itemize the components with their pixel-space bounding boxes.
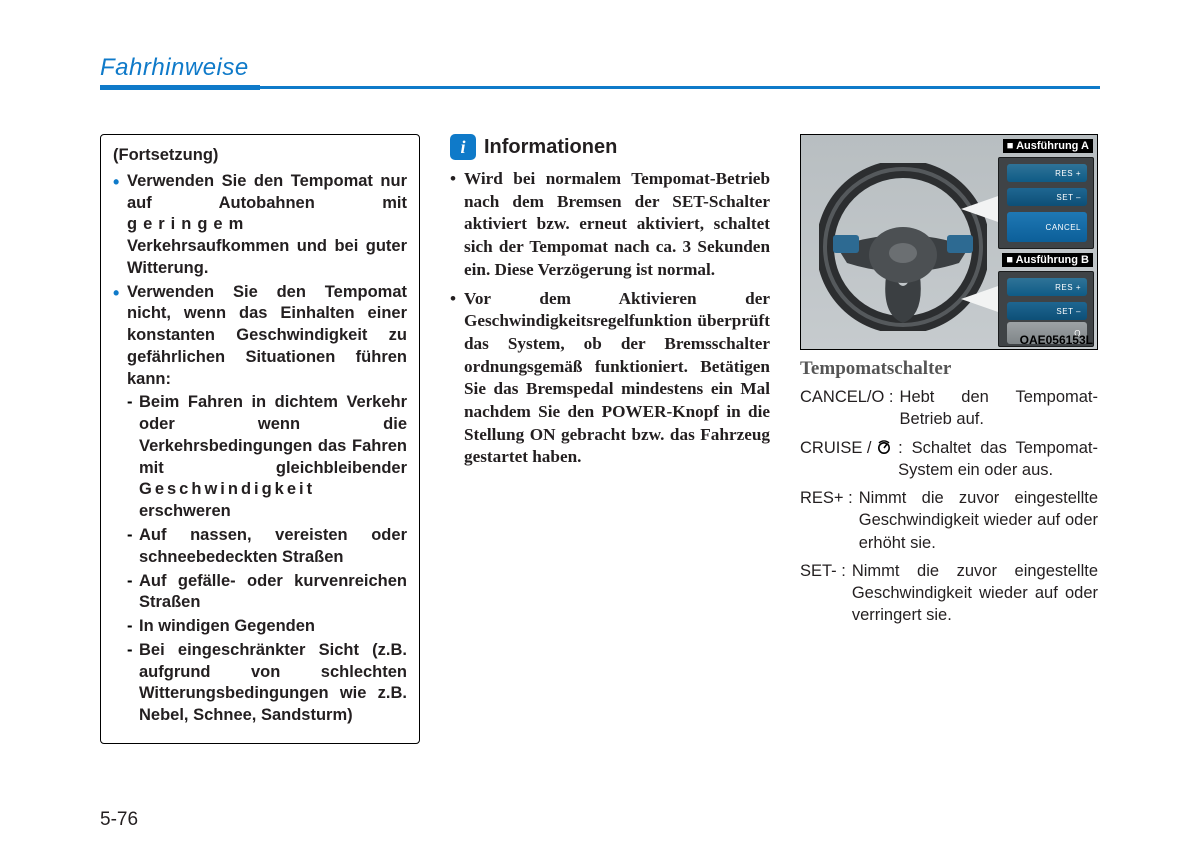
definition-term: RES+ :: [800, 487, 859, 554]
inset-variant-a: RES + SET – CANCEL: [998, 157, 1094, 249]
variant-a-tag: ■ Ausführung A: [1003, 139, 1093, 153]
column-1: (Fortsetzung) Verwenden Sie den Tempomat…: [100, 134, 420, 744]
section-title: Fahrhinweise: [100, 54, 1100, 82]
res-plus-button-b: RES +: [1007, 278, 1087, 296]
info-heading: i Informationen: [450, 134, 770, 160]
column-2: i Informationen Wird bei normalem Tempom…: [450, 134, 770, 744]
definition-term: SET- :: [800, 560, 852, 627]
callout-pointer-a: [961, 195, 1001, 223]
warning-subitem: Bei eingeschränkter Sicht (z.B. aufgrund…: [127, 640, 407, 727]
warning-list: Verwenden Sie den Tempomat nur auf Autob…: [113, 171, 407, 727]
continuation-box: (Fortsetzung) Verwenden Sie den Tempomat…: [100, 134, 420, 744]
cancel-button: CANCEL: [1007, 212, 1087, 242]
info-list: Wird bei normalem Tempomat-Betrieb nach …: [450, 168, 770, 469]
variant-b-tag: ■ Ausführung B: [1002, 253, 1093, 267]
definitions: CANCEL/O :Hebt den Tempomat-Betrieb auf.…: [800, 386, 1098, 627]
header-rule: [100, 86, 1100, 89]
definition-desc: Nimmt die zuvor eingestellte Geschwindig…: [859, 487, 1098, 554]
definition-row: CANCEL/O :Hebt den Tempomat-Betrieb auf.: [800, 386, 1098, 431]
set-minus-button: SET –: [1007, 188, 1087, 206]
info-icon: i: [450, 134, 476, 160]
warning-subitem: Auf gefälle- oder kurvenreichen Straßen: [127, 571, 407, 615]
warning-subitem: Auf nassen, vereisten oder schneebedeckt…: [127, 525, 407, 569]
page-content: Fahrhinweise (Fortsetzung) Verwenden Sie…: [100, 54, 1100, 814]
definition-desc: Hebt den Tempomat-Betrieb auf.: [900, 386, 1098, 431]
definition-term: CRUISE /: [800, 437, 898, 482]
set-minus-button-b: SET –: [1007, 302, 1087, 320]
figure-code: OAE056153L: [1020, 333, 1093, 347]
definition-term: CANCEL/O :: [800, 386, 900, 431]
definition-row: SET- :Nimmt die zuvor eingestellte Gesch…: [800, 560, 1098, 627]
info-title: Informationen: [484, 136, 617, 159]
warning-subitem: In windigen Gegenden: [127, 616, 407, 638]
info-item: Vor dem Aktivieren der Geschwindigkeitsr…: [450, 288, 770, 470]
definition-desc: Nimmt die zuvor eingestellte Geschwindig…: [852, 560, 1098, 627]
definition-row: RES+ :Nimmt die zuvor eingestellte Gesch…: [800, 487, 1098, 554]
callout-pointer-b: [961, 285, 1001, 313]
warning-item: Verwenden Sie den Tempomat nicht, wenn d…: [113, 282, 407, 727]
figure-caption: Tempomatschalter: [800, 358, 1098, 380]
definition-desc: : Schaltet das Tempomat-System ein oder …: [898, 437, 1098, 482]
res-plus-button: RES +: [1007, 164, 1087, 182]
column-3: ■ Ausführung A ■ Ausführung B RES + SET: [800, 134, 1098, 744]
page-number: 5-76: [100, 809, 138, 831]
cruise-icon: [876, 439, 892, 455]
page-header: Fahrhinweise: [100, 54, 1100, 94]
info-item: Wird bei normalem Tempomat-Betrieb nach …: [450, 168, 770, 282]
warning-item: Verwenden Sie den Tempomat nur auf Autob…: [113, 171, 407, 280]
columns: (Fortsetzung) Verwenden Sie den Tempomat…: [100, 134, 1100, 744]
definition-row: CRUISE / : Schaltet das Tempomat-System …: [800, 437, 1098, 482]
continuation-label: (Fortsetzung): [113, 145, 407, 167]
steering-wheel-figure: ■ Ausführung A ■ Ausführung B RES + SET: [800, 134, 1098, 350]
warning-subitem: Beim Fahren in dichtem Verkehr oder wenn…: [127, 392, 407, 523]
